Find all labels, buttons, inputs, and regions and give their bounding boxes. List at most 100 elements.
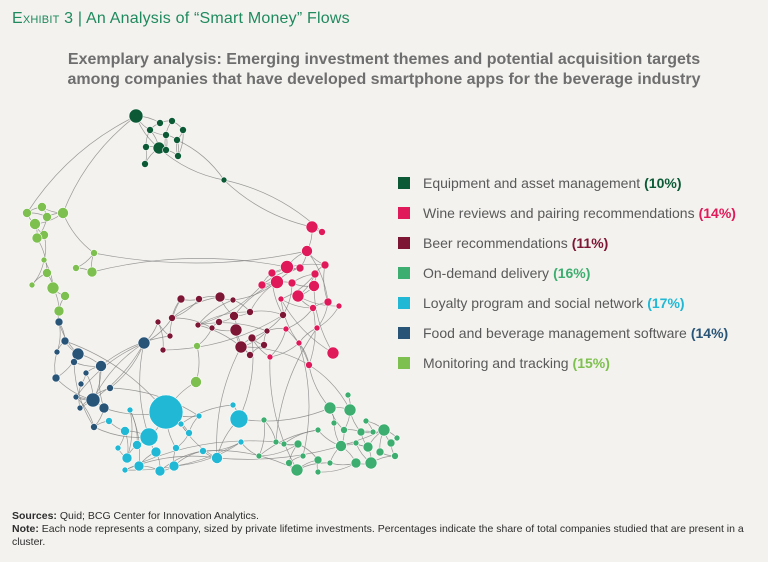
legend: Equipment and asset management (10%) Win… — [398, 168, 736, 378]
network-node — [176, 294, 186, 304]
network-node — [270, 275, 284, 289]
network-node — [195, 295, 203, 303]
network-edge — [73, 361, 95, 428]
network-node — [305, 361, 313, 369]
network-node — [54, 317, 64, 327]
network-node — [350, 457, 362, 469]
legend-swatch — [398, 267, 410, 279]
network-node — [179, 126, 187, 134]
network-node — [386, 438, 396, 448]
network-node — [168, 314, 176, 322]
network-edge — [240, 346, 310, 366]
network-node — [260, 341, 268, 349]
network-node — [285, 459, 293, 467]
legend-item-loyalty: Loyalty program and social network (17%) — [398, 288, 736, 318]
network-node — [352, 439, 360, 447]
network-node — [215, 318, 223, 326]
network-node — [150, 446, 162, 458]
network-node — [323, 297, 333, 307]
network-node — [128, 108, 144, 124]
legend-percent: (14%) — [690, 325, 729, 341]
network-node — [280, 440, 288, 448]
network-nodes — [22, 108, 401, 477]
network-node — [53, 305, 65, 317]
legend-percent: (11%) — [571, 235, 609, 251]
network-edge — [91, 258, 288, 273]
legend-label: Monitoring and tracking — [423, 355, 569, 371]
legend-swatch — [398, 177, 410, 189]
network-node — [126, 406, 134, 414]
network-node — [335, 440, 347, 452]
note-line: Note: Each node represents a company, si… — [12, 523, 758, 549]
network-node — [185, 429, 193, 437]
network-node — [42, 268, 52, 278]
network-graph — [22, 108, 401, 477]
network-edge — [249, 310, 284, 316]
network-node — [257, 280, 267, 290]
network-node — [51, 373, 61, 383]
network-edge — [92, 342, 145, 401]
network-node — [77, 380, 85, 388]
network-node — [28, 281, 36, 289]
note-label: Note: — [12, 523, 39, 535]
exhibit-label: Exhibit 3 — [12, 10, 74, 27]
network-edge — [171, 317, 213, 329]
legend-swatch — [398, 237, 410, 249]
network-edges — [26, 115, 398, 473]
network-node — [72, 393, 80, 401]
network-node — [291, 289, 305, 303]
network-node — [40, 256, 48, 264]
network-edge — [109, 387, 200, 417]
network-node — [174, 152, 182, 160]
network-node — [375, 447, 385, 457]
network-node — [293, 439, 303, 449]
network-node — [377, 423, 391, 437]
network-node — [309, 304, 317, 312]
legend-percent: (10%) — [644, 175, 682, 191]
network-node — [199, 447, 207, 455]
network-node — [95, 360, 107, 372]
network-node — [120, 426, 130, 436]
network-edge — [173, 441, 242, 467]
network-node — [266, 353, 274, 361]
network-edge — [308, 364, 331, 409]
network-edge — [258, 419, 265, 457]
network-node — [295, 339, 303, 347]
network-node — [46, 281, 60, 295]
network-node — [391, 452, 399, 460]
network-node — [60, 291, 70, 301]
network-edge — [162, 314, 284, 351]
network-node — [98, 402, 110, 414]
network-node — [71, 347, 85, 361]
network-node — [313, 455, 323, 465]
legend-label: Beer recommendations — [423, 235, 568, 251]
network-node — [362, 441, 374, 453]
exhibit-title: An Analysis of “Smart Money” Flows — [86, 10, 350, 27]
network-node — [229, 409, 249, 429]
network-edge — [251, 314, 284, 339]
network-node — [168, 117, 176, 125]
network-node — [323, 401, 337, 415]
network-node — [287, 278, 297, 288]
chart-title: Exemplary analysis: Emerging investment … — [0, 50, 768, 90]
network-edge — [258, 429, 319, 457]
network-edge — [139, 342, 150, 438]
legend-label: Loyalty program and social network — [423, 295, 644, 311]
network-edge — [176, 139, 225, 181]
network-edge — [269, 342, 300, 358]
network-node — [246, 308, 254, 316]
network-node — [195, 412, 203, 420]
network-edge — [197, 324, 251, 356]
network-edge — [216, 346, 242, 459]
note-text: Each node represents a company, sized by… — [12, 523, 744, 548]
network-node — [308, 280, 320, 292]
network-node — [313, 324, 321, 332]
network-node — [86, 266, 98, 278]
network-node — [299, 452, 307, 460]
network-node — [237, 438, 245, 446]
network-node — [106, 384, 114, 392]
exhibit-header: Exhibit 3 | An Analysis of “Smart Money”… — [12, 10, 350, 28]
network-node — [162, 131, 170, 139]
network-edge — [62, 212, 95, 254]
network-node — [344, 391, 352, 399]
